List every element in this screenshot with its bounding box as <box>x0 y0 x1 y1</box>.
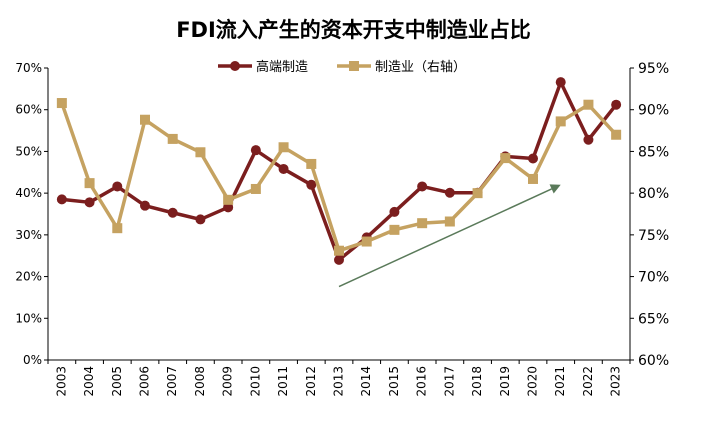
series-2-point <box>417 218 428 229</box>
series-2-point <box>361 236 372 247</box>
series-1-point <box>417 181 428 192</box>
x-tick-label: 2009 <box>221 366 235 397</box>
y-left-tick-label: 0% <box>23 353 42 367</box>
x-tick-label: 2013 <box>332 366 346 397</box>
x-tick-label: 2004 <box>82 366 96 397</box>
x-tick-label: 2015 <box>387 366 401 397</box>
series-2-point <box>223 194 234 205</box>
series-1-point <box>223 202 234 213</box>
series-line-1 <box>61 80 618 262</box>
series-2-point <box>389 224 400 235</box>
x-tick-label: 2020 <box>526 366 540 397</box>
y-right-tick-label: 85% <box>638 144 669 160</box>
y-right-tick-label: 60% <box>638 353 669 369</box>
legend-marker-2 <box>349 61 359 71</box>
series-2-point <box>250 183 261 194</box>
series-1-point <box>167 207 178 218</box>
x-tick-label: 2021 <box>553 366 567 397</box>
x-tick-label: 2006 <box>138 366 152 397</box>
x-tick-label: 2022 <box>581 366 595 397</box>
y-left-tick-label: 20% <box>15 270 42 284</box>
series-2-point <box>472 188 483 199</box>
series-2-point <box>84 178 95 189</box>
series-2-point <box>583 99 594 110</box>
x-tick-label: 2019 <box>498 366 512 397</box>
x-tick-label: 2017 <box>442 366 456 397</box>
x-tick-label: 2010 <box>248 366 262 397</box>
series-1-point <box>389 206 400 217</box>
x-tick-label: 2018 <box>470 366 484 397</box>
series-2-point <box>444 216 455 227</box>
y-left-tick-label: 50% <box>15 144 42 158</box>
series-2-point <box>306 158 317 169</box>
x-tick-label: 2023 <box>609 366 623 397</box>
legend-label-1: 高端制造 <box>256 59 308 75</box>
x-tick-label: 2003 <box>54 366 68 397</box>
series-1-point <box>444 187 455 198</box>
series-2-point <box>334 245 344 256</box>
series-1-point <box>278 163 289 174</box>
y-left-tick-label: 30% <box>15 228 42 242</box>
x-tick-label: 2008 <box>193 366 207 397</box>
x-tick-label: 2005 <box>110 366 124 397</box>
series-1-point <box>611 99 622 110</box>
y-right-tick-label: 90% <box>638 103 669 119</box>
y-right-tick-label: 70% <box>638 270 669 286</box>
y-right-tick-label: 75% <box>638 228 669 244</box>
series-2-point <box>167 133 178 144</box>
series-2-point <box>195 147 206 158</box>
legend-label-2: 制造业（右轴） <box>375 60 466 75</box>
series-2-point <box>555 116 566 127</box>
trend-arrow-head <box>549 184 561 194</box>
series-1-point <box>528 153 538 164</box>
series-2-point <box>500 153 511 164</box>
series-1-point <box>140 200 150 211</box>
series-1-point <box>84 197 95 208</box>
x-tick-label: 2014 <box>359 366 373 397</box>
y-right-tick-label: 80% <box>638 186 669 202</box>
y-right-tick-label: 65% <box>638 311 669 327</box>
series-2-point <box>611 129 622 140</box>
series-2-point <box>278 142 289 153</box>
chart-title: FDI流入产生的资本开支中制造业占比 <box>176 18 531 42</box>
x-tick-label: 2012 <box>304 366 318 397</box>
series-1-point <box>555 77 566 88</box>
series-1-point <box>250 145 261 156</box>
series-2-point <box>112 223 123 234</box>
series-2-point <box>140 114 150 125</box>
y-left-tick-label: 70% <box>15 61 42 75</box>
series-1-point <box>583 134 594 145</box>
series-1-point <box>306 179 317 190</box>
y-right-tick-label: 95% <box>638 61 669 77</box>
x-tick-label: 2011 <box>276 366 290 397</box>
legend-marker-1 <box>230 61 240 71</box>
trend-arrow-line <box>338 188 552 288</box>
series-1-point <box>112 181 123 192</box>
series-2-point <box>56 98 67 109</box>
y-left-tick-label: 60% <box>15 103 42 117</box>
x-tick-label: 2016 <box>415 366 429 397</box>
y-left-tick-label: 40% <box>15 186 42 200</box>
series-1-point <box>56 194 67 205</box>
series-1-point <box>195 214 206 225</box>
series-2-point <box>528 173 538 184</box>
y-left-tick-label: 10% <box>15 311 42 325</box>
series-1-point <box>334 254 344 265</box>
x-tick-label: 2007 <box>165 366 179 397</box>
